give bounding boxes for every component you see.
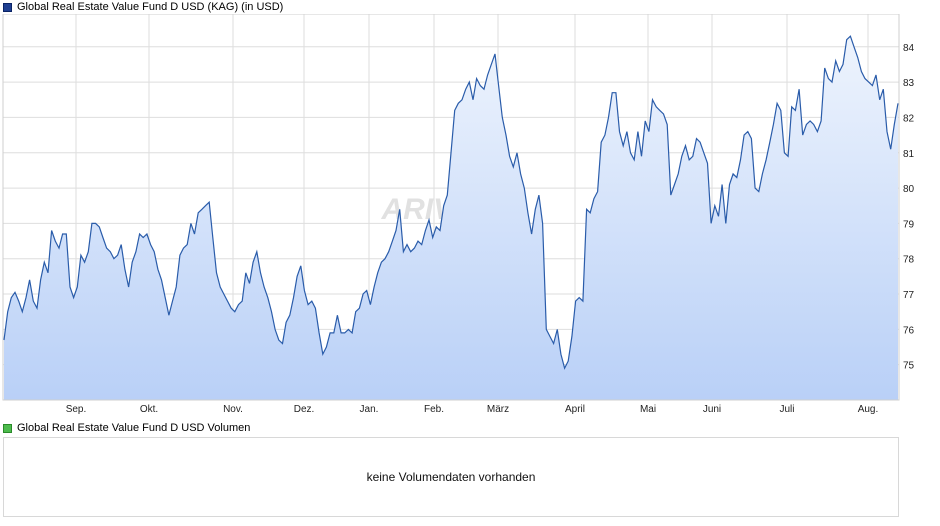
x-tick-label: Dez.	[294, 404, 315, 414]
y-axis: 75 76 77 78 79 80 81 82 83 84	[903, 43, 915, 372]
price-area	[4, 36, 898, 400]
x-tick-label: Feb.	[424, 404, 444, 414]
x-tick-label: April	[565, 404, 585, 414]
y-tick-label: 80	[903, 184, 915, 195]
y-tick-label: 75	[903, 361, 915, 372]
x-tick-label: Jan.	[360, 404, 379, 414]
price-legend-swatch-icon	[3, 2, 12, 12]
volume-empty-message: keine Volumendaten vorhanden	[366, 470, 536, 484]
x-tick-label: Okt.	[140, 404, 158, 414]
y-tick-label: 82	[903, 113, 915, 124]
price-legend-label: Global Real Estate Value Fund D USD (KAG…	[17, 1, 284, 13]
volume-legend-label: Global Real Estate Value Fund D USD Volu…	[17, 422, 251, 434]
price-legend: Global Real Estate Value Fund D USD (KAG…	[3, 0, 283, 14]
volume-panel: keine Volumendaten vorhanden	[3, 437, 899, 517]
x-axis: Sep. Okt. Nov. Dez. Jan. Feb. März April Mai Juni…	[66, 404, 879, 414]
x-tick-label: Sep.	[66, 404, 87, 414]
plot-frame	[2, 14, 900, 401]
x-tick-label: Mai	[640, 404, 656, 414]
y-tick-label: 84	[903, 43, 915, 54]
x-tick-label: März	[487, 404, 509, 414]
price-line	[3, 35, 899, 370]
price-chart: ARIVA.DE Sep.Okt.Nov.Dez.Jan.Feb.MärzApr…	[2, 14, 915, 414]
x-tick-label: Juli	[779, 404, 794, 414]
y-tick-label: 79	[903, 219, 915, 230]
y-tick-label: 76	[903, 325, 915, 336]
y-tick-label: 77	[903, 290, 915, 301]
volume-legend: Global Real Estate Value Fund D USD Volu…	[3, 421, 250, 435]
y-tick-label: 83	[903, 78, 915, 89]
volume-legend-swatch-icon	[3, 423, 12, 433]
x-tick-label: Juni	[703, 404, 721, 414]
y-tick-label: 78	[903, 255, 915, 266]
y-tick-label: 81	[903, 149, 915, 160]
x-tick-label: Aug.	[858, 404, 879, 414]
x-tick-label: Nov.	[223, 404, 243, 414]
